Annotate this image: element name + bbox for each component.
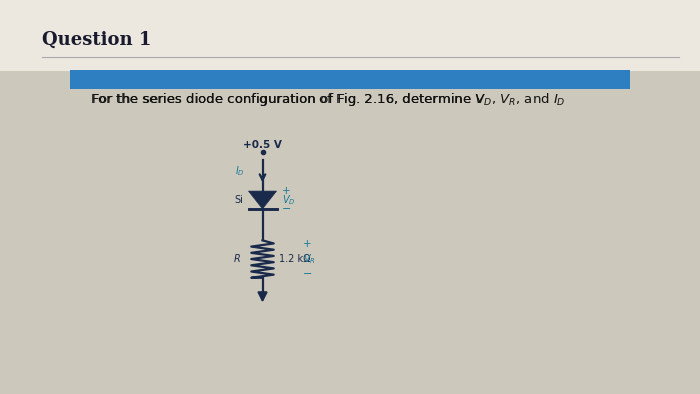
Text: +0.5 V: +0.5 V [243, 140, 282, 150]
Bar [70, 70, 630, 89]
Text: $V_D$: $V_D$ [282, 193, 295, 207]
Text: $I_D$: $I_D$ [235, 164, 245, 178]
Bar [0, 0, 700, 71]
Text: 1.2 kΩ: 1.2 kΩ [279, 254, 311, 264]
Text: +: + [282, 186, 290, 196]
Text: Question 1: Question 1 [42, 30, 151, 48]
Text: For the series diode configuration of Fig. 2.16, determine V: For the series diode configuration of Fi… [91, 93, 484, 106]
Text: $V_R$: $V_R$ [303, 252, 316, 266]
Text: −: − [303, 269, 312, 279]
Text: +: + [303, 239, 312, 249]
Text: Si: Si [234, 195, 243, 205]
Text: −: − [282, 204, 291, 214]
Text: For the series diode configuration of Fig. 2.16, determine $V_D$, $V_R$, and $I_: For the series diode configuration of Fi… [91, 91, 566, 108]
Bar [0, 71, 700, 394]
Text: R: R [234, 254, 241, 264]
Polygon shape [248, 191, 276, 209]
